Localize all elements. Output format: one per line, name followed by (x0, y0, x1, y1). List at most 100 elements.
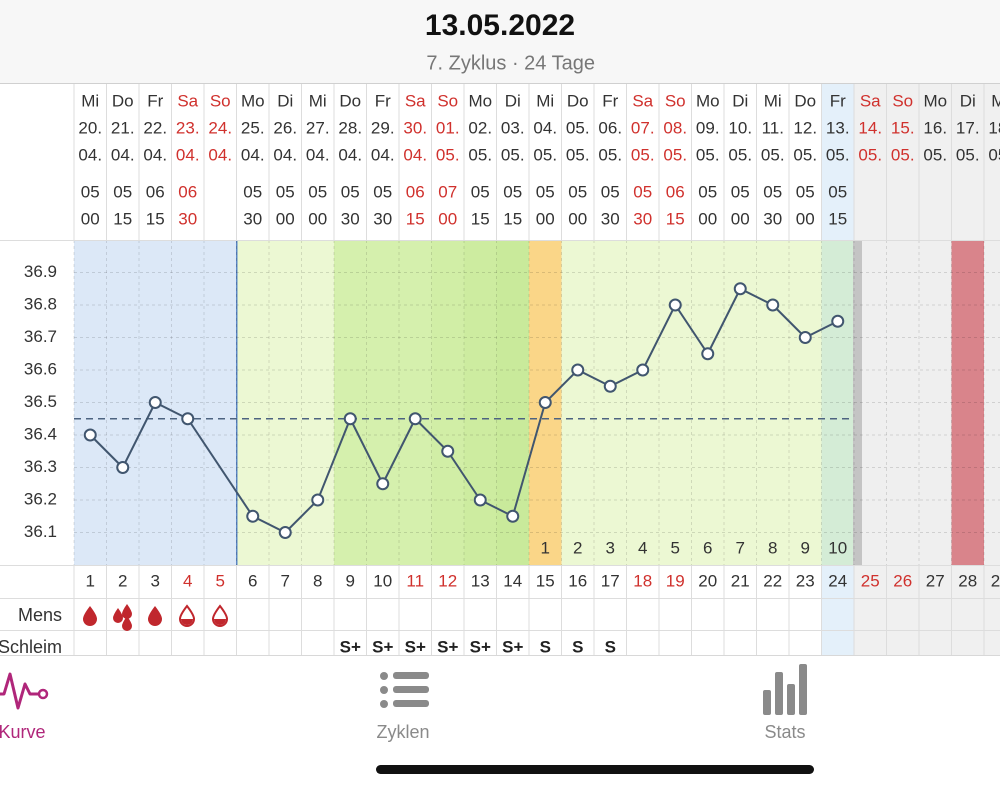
day-time-1: 15 (406, 209, 425, 228)
day-date: 22. (143, 118, 167, 137)
day-month: 05. (533, 145, 557, 164)
day-number: 15 (536, 571, 555, 590)
day-time-0: 06 (146, 182, 165, 201)
number-cell (984, 565, 1000, 655)
phase-band (334, 240, 367, 565)
phase-band (561, 240, 594, 565)
day-number: 24 (828, 571, 847, 590)
day-number: 16 (568, 571, 587, 590)
day-month: 05. (793, 145, 817, 164)
day-month: 04. (306, 145, 330, 164)
header-cell (919, 84, 952, 240)
day-time-0: 05 (503, 182, 522, 201)
day-time-1: 00 (731, 209, 750, 228)
day-number: 14 (503, 571, 522, 590)
mens-drop (178, 604, 196, 627)
tab-stats[interactable]: Stats (763, 664, 807, 742)
day-number: 7 (281, 571, 290, 590)
number-cell (724, 565, 757, 655)
temperature-point (701, 347, 715, 361)
phase-band (821, 240, 854, 565)
day-number: 1 (86, 571, 95, 590)
number-cell (366, 565, 399, 655)
temperature-point (408, 412, 422, 426)
header-cell (821, 84, 854, 240)
header-cell (951, 84, 984, 240)
tab-kurve[interactable]: Kurve (0, 672, 49, 742)
day-number: 20 (698, 571, 717, 590)
day-time-1: 15 (503, 209, 522, 228)
day-time-0: 07 (438, 182, 457, 201)
day-date: 09. (696, 118, 720, 137)
day-number: 12 (438, 571, 457, 590)
temperature-point (441, 444, 455, 458)
day-count: 1 (541, 538, 550, 557)
day-month: 05. (956, 145, 980, 164)
number-cell (496, 565, 529, 655)
day-date: 29. (371, 118, 395, 137)
day-number: 11 (406, 571, 424, 590)
header-cell (139, 84, 172, 240)
temperature-point (148, 396, 162, 409)
number-cell (399, 565, 432, 655)
day-time-1: 30 (373, 209, 392, 228)
tab-bar: Kurve Zyklen Stats (0, 655, 1000, 790)
day-time-1: 00 (568, 209, 587, 228)
day-date: 04. (533, 118, 557, 137)
day-weekday: Sa (405, 91, 426, 110)
number-cell (594, 565, 627, 655)
day-date: 13. (826, 118, 850, 137)
chart-table: 36.136.236.336.436.536.636.736.836.9Mi20… (0, 84, 1000, 657)
day-time-1: 15 (471, 209, 490, 228)
temperature-point (571, 363, 585, 377)
mens-drop (113, 604, 132, 631)
day-weekday: Mo (241, 91, 265, 110)
phase-band (74, 240, 107, 565)
day-weekday: Di (277, 91, 293, 110)
day-month: 04. (371, 145, 395, 164)
day-date: 24. (208, 118, 232, 137)
day-date: 27. (306, 118, 330, 137)
day-number: 29 (991, 571, 1000, 590)
day-number: 26 (893, 571, 912, 590)
tab-zyklen[interactable]: Zyklen (376, 672, 430, 742)
day-number: 18 (633, 571, 652, 590)
temperature-point (831, 314, 845, 328)
day-time-0: 05 (113, 182, 132, 201)
header-cell (789, 84, 822, 240)
day-time-1: 00 (438, 209, 457, 228)
day-time-0: 05 (536, 182, 555, 201)
day-month: 05. (826, 145, 850, 164)
day-time-0: 05 (471, 182, 490, 201)
phase-band (171, 240, 204, 565)
day-date: 28. (338, 118, 362, 137)
day-date: 26. (273, 118, 297, 137)
day-weekday: Fr (830, 91, 846, 110)
day-date: 07. (631, 118, 655, 137)
number-cell (821, 565, 854, 655)
row-label: Schleim (0, 637, 62, 657)
temperature-point (278, 526, 292, 539)
phase-band (366, 240, 399, 565)
day-time-0: 05 (568, 182, 587, 201)
day-count: 4 (638, 538, 647, 557)
today-shadow (853, 240, 862, 565)
temperature-point (246, 509, 260, 523)
day-month: 05. (468, 145, 492, 164)
day-month: 05. (988, 145, 1000, 164)
day-mucus: S+ (340, 637, 361, 656)
header-cell (74, 84, 107, 240)
day-time-0: 05 (796, 182, 815, 201)
day-weekday: Mo (696, 91, 720, 110)
number-cell (626, 565, 659, 655)
day-number: 10 (373, 571, 392, 590)
phase-band (984, 240, 1000, 565)
day-date: 03. (501, 118, 525, 137)
phase-band (951, 240, 984, 565)
header-cell (269, 84, 302, 240)
day-date: 21. (111, 118, 135, 137)
day-month: 04. (208, 145, 232, 164)
day-number: 2 (118, 571, 127, 590)
day-date: 15. (891, 118, 915, 137)
day-date: 02. (468, 118, 492, 137)
